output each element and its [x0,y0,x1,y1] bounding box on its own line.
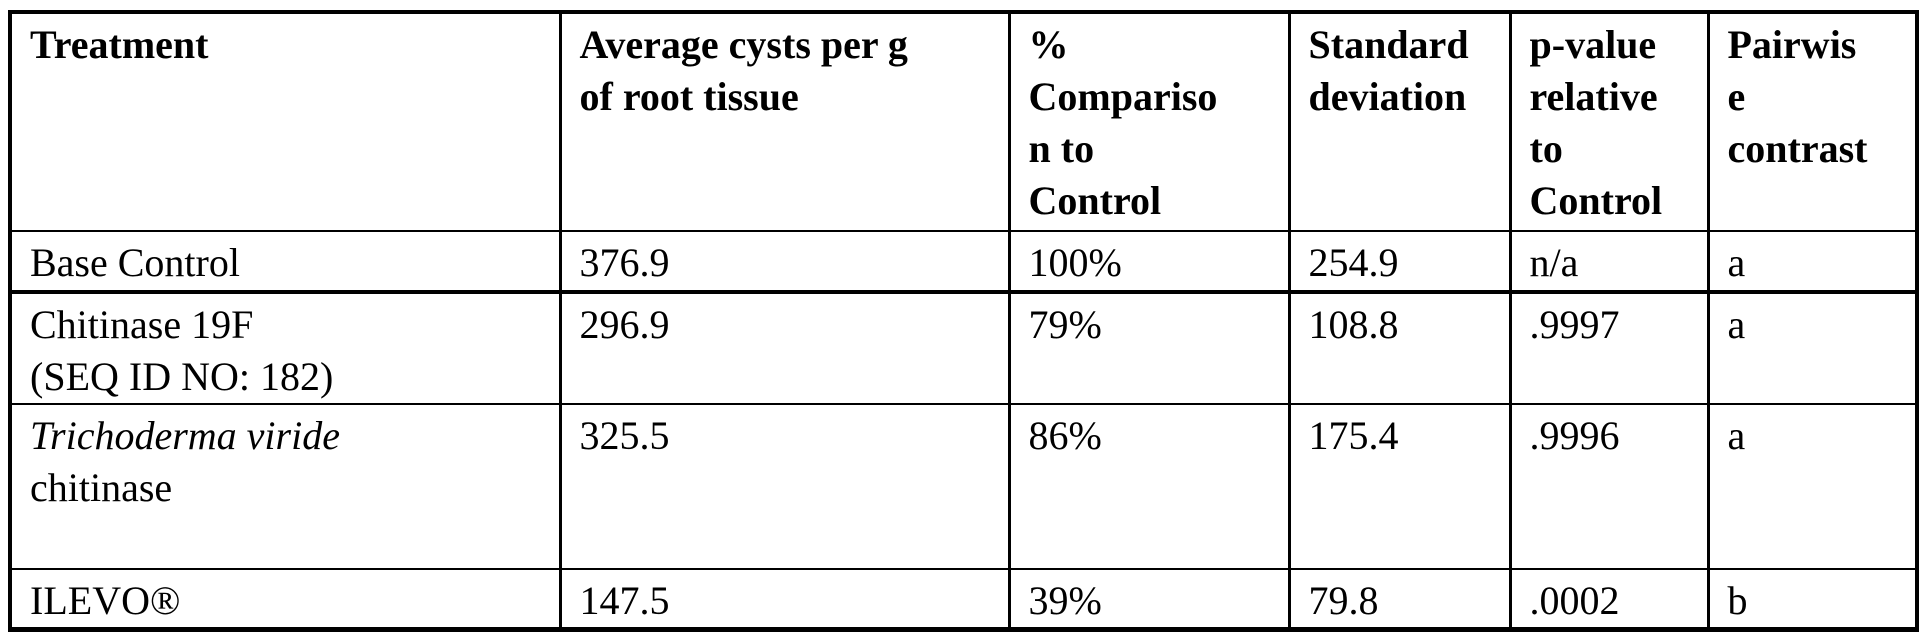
cell-treatment: Trichoderma viride chitinase [8,403,562,570]
cell-pct-comparison: 86% [1007,403,1291,570]
column-header-p-value: p-value relative to Control [1508,11,1710,232]
cell-avg-cysts: 296.9 [558,291,1011,405]
table-row-trichoderma-viride: Trichoderma viride chitinase 325.5 86% 17… [8,403,1919,570]
species-name-italic: Trichoderma viride [30,413,340,458]
cell-treatment: ILEVO® [8,568,562,631]
cell-pairwise-contrast: a [1706,403,1919,570]
cell-treatment: Chitinase 19F (SEQ ID NO: 182) [8,291,562,405]
column-header-treatment: Treatment [8,11,562,232]
cell-avg-cysts: 147.5 [558,568,1011,631]
treatment-regular-text: chitinase [30,465,173,510]
cell-std-deviation: 108.8 [1287,291,1512,405]
column-header-pairwise-contrast: Pairwis e contrast [1706,11,1919,232]
cell-std-deviation: 175.4 [1287,403,1512,570]
table-row-base-control: Base Control 376.9 100% 254.9 n/a a [8,230,1919,294]
cell-treatment: Base Control [8,230,562,294]
cell-p-value: n/a [1508,230,1710,294]
cell-pct-comparison: 79% [1007,291,1291,405]
cell-avg-cysts: 325.5 [558,403,1011,570]
cell-p-value: .9996 [1508,403,1710,570]
treatment-results-table: Treatment Average cysts per g of root ti… [8,10,1919,632]
cell-pct-comparison: 39% [1007,568,1291,631]
column-header-avg-cysts: Average cysts per g of root tissue [558,11,1011,232]
cell-std-deviation: 254.9 [1287,230,1512,294]
cell-pairwise-contrast: a [1706,291,1919,405]
table-row-ilevo: ILEVO® 147.5 39% 79.8 .0002 b [8,568,1919,631]
cell-std-deviation: 79.8 [1287,568,1512,631]
cell-pairwise-contrast: a [1706,230,1919,294]
table-header-row: Treatment Average cysts per g of root ti… [8,11,1919,232]
table-row-chitinase-19f: Chitinase 19F (SEQ ID NO: 182) 296.9 79%… [8,291,1919,405]
cell-avg-cysts: 376.9 [558,230,1011,294]
cell-p-value: .0002 [1508,568,1710,631]
cell-p-value: .9997 [1508,291,1710,405]
column-header-std-deviation: Standard deviation [1287,11,1512,232]
cell-pairwise-contrast: b [1706,568,1919,631]
column-header-pct-comparison: % Compariso n to Control [1007,11,1291,232]
cell-pct-comparison: 100% [1007,230,1291,294]
